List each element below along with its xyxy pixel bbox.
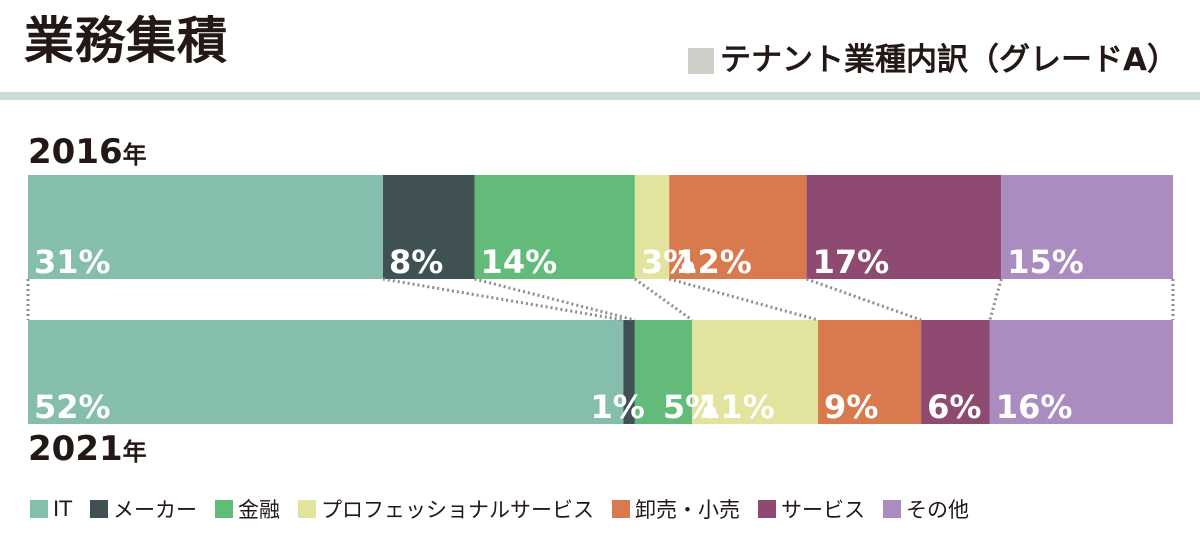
legend-item-6: その他 (883, 494, 969, 524)
bar-top-6 (1001, 175, 1173, 279)
bar-bottom-4 (818, 320, 922, 424)
bar-bottom-6 (989, 320, 1173, 424)
header-rule (0, 92, 1200, 100)
bar-bottom-5 (921, 320, 990, 424)
value-label-top-6: 15% (1007, 243, 1084, 281)
legend-item-4: 卸売・小売 (612, 494, 740, 524)
bar-top-3 (634, 175, 670, 279)
chart-title: 業務集積 (24, 12, 228, 70)
value-label-top-4: 12% (675, 243, 752, 281)
year-bottom-number: 2021 (28, 429, 123, 469)
value-label-top-2: 14% (481, 243, 558, 281)
value-label-bottom-1: 1% (591, 388, 645, 426)
bar-top-1 (382, 175, 475, 279)
year-label-top: 2016年 (28, 135, 147, 169)
legend-item-3: プロフェッショナルサービス (298, 494, 594, 524)
value-label-bottom-4: 9% (824, 388, 878, 426)
bar-bottom-3 (692, 320, 819, 424)
legend-item-5: サービス (758, 494, 865, 524)
connector-line-4 (668, 277, 819, 322)
bar-top-4 (669, 175, 807, 279)
year-label-bottom: 2021年 (28, 432, 147, 466)
bar-top-0 (28, 175, 383, 279)
bar-bottom-1 (623, 320, 635, 424)
value-label-bottom-2: 5% (663, 388, 717, 426)
value-label-bottom-6: 16% (996, 388, 1073, 426)
connector-line-2 (474, 277, 636, 322)
value-label-top-0: 31% (34, 243, 111, 281)
chart-legend: IT メーカー 金融 プロフェッショナルサービス 卸売・小売 サービス その他 (30, 494, 1190, 524)
bar-bottom-0 (28, 320, 624, 424)
value-label-top-1: 8% (389, 243, 443, 281)
legend-label: メーカー (113, 498, 198, 522)
connector-line-5 (806, 277, 922, 322)
value-label-bottom-3: 11% (698, 388, 775, 426)
legend-swatch-icon (612, 500, 631, 518)
legend-swatch-icon (298, 500, 317, 518)
connector-line-6 (988, 278, 1003, 321)
value-label-top-3: 3% (641, 243, 695, 281)
legend-swatch-icon (215, 500, 234, 518)
legend-swatch-icon (30, 500, 48, 518)
legend-swatch-icon (883, 500, 902, 518)
legend-label: サービス (781, 498, 866, 522)
year-top-unit: 年 (122, 141, 147, 169)
value-label-bottom-5: 6% (927, 388, 981, 426)
connector-line-1 (382, 277, 624, 322)
legend-item-1: メーカー (90, 494, 197, 524)
subtitle-text: テナント業種内訳（グレードA） (720, 42, 1178, 78)
legend-item-2: 金融 (215, 494, 280, 524)
legend-label: 卸売・小売 (635, 498, 741, 522)
legend-item-0: IT (30, 497, 72, 521)
bar-bottom-2 (634, 320, 693, 424)
legend-swatch-icon (758, 500, 777, 518)
legend-label: プロフェッショナルサービス (321, 498, 595, 522)
legend-swatch-icon (90, 500, 109, 518)
legend-label: その他 (906, 498, 970, 522)
chart-subtitle: テナント業種内訳（グレードA） (688, 45, 1178, 76)
value-label-bottom-0: 52% (34, 388, 111, 426)
subtitle-square-icon (688, 47, 714, 74)
bar-top-5 (806, 175, 1002, 279)
legend-label: 金融 (238, 498, 281, 522)
year-top-number: 2016 (28, 132, 123, 172)
year-bottom-unit: 年 (122, 438, 147, 466)
legend-label: IT (53, 497, 73, 521)
bar-top-2 (474, 175, 635, 279)
value-label-top-5: 17% (813, 243, 890, 281)
connector-line-3 (633, 277, 693, 322)
